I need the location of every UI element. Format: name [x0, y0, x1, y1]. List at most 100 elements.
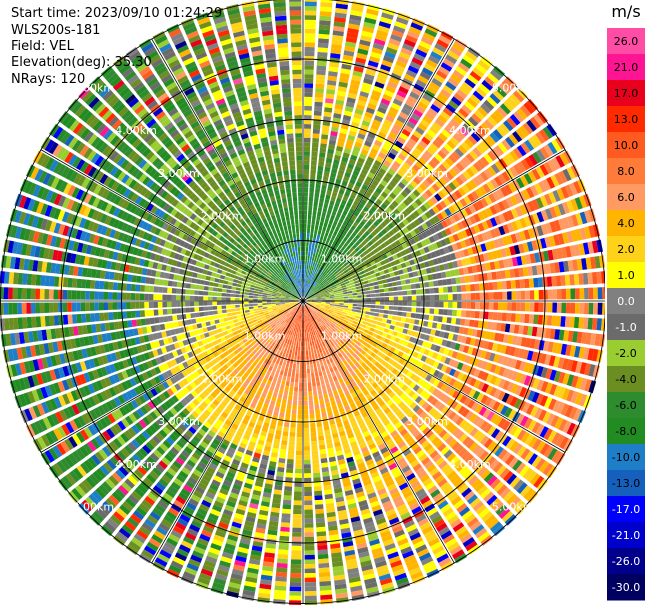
- velocity-gate: [348, 158, 356, 166]
- velocity-gate: [400, 317, 406, 323]
- velocity-gate: [308, 345, 311, 351]
- velocity-gate: [387, 42, 399, 51]
- velocity-gate: [313, 472, 321, 478]
- velocity-gate: [512, 131, 523, 143]
- velocity-gate: [276, 567, 288, 573]
- velocity-gate: [312, 137, 320, 143]
- velocity-gate: [296, 427, 303, 433]
- velocity-gate: [304, 69, 314, 75]
- velocity-gate: [310, 165, 317, 171]
- velocity-gate: [327, 264, 332, 270]
- velocity-gate: [452, 165, 461, 175]
- velocity-gate: [342, 114, 352, 121]
- velocity-gate: [298, 341, 301, 347]
- velocity-gate: [429, 301, 435, 308]
- velocity-gate: [459, 198, 468, 207]
- velocity-gate: [295, 468, 302, 474]
- velocity-gate: [364, 243, 370, 250]
- velocity-gate: [393, 301, 399, 306]
- velocity-gate: [483, 99, 495, 111]
- velocity-gate: [356, 224, 363, 231]
- velocity-gate: [369, 56, 380, 64]
- velocity-gate: [506, 117, 517, 129]
- velocity-gate: [408, 26, 422, 35]
- velocity-gate: [511, 302, 517, 311]
- velocity-gate: [486, 181, 495, 191]
- velocity-gate: [290, 577, 302, 583]
- velocity-gate: [329, 135, 337, 141]
- velocity-gate: [461, 104, 472, 115]
- velocity-gate: [316, 531, 327, 537]
- velocity-gate: [535, 166, 545, 178]
- velocity-gate: [354, 227, 360, 234]
- velocity-gate: [442, 58, 455, 68]
- velocity-gate: [388, 203, 396, 211]
- velocity-gate: [465, 50, 478, 62]
- velocity-gate: [389, 249, 396, 256]
- velocity-gate: [506, 96, 518, 109]
- velocity-gate: [416, 301, 421, 307]
- velocity-gate: [355, 161, 364, 168]
- velocity-gate: [308, 201, 313, 207]
- velocity-gate: [281, 403, 286, 409]
- velocity-gate: [281, 398, 287, 404]
- velocity-gate: [560, 275, 566, 286]
- velocity-gate: [389, 301, 394, 306]
- velocity-gate: [313, 363, 317, 369]
- velocity-gate: [397, 55, 409, 65]
- velocity-gate: [367, 240, 374, 247]
- velocity-gate: [338, 228, 344, 234]
- velocity-gate: [407, 296, 412, 301]
- velocity-gate: [347, 258, 353, 264]
- velocity-gate: [394, 216, 402, 224]
- velocity-gate: [305, 341, 308, 347]
- velocity-gate: [306, 288, 309, 293]
- velocity-gate: [360, 124, 369, 132]
- velocity-gate: [569, 316, 575, 328]
- velocity-gate: [395, 321, 401, 327]
- velocity-gate: [288, 367, 292, 373]
- velocity-gate: [325, 98, 334, 104]
- velocity-gate: [403, 199, 411, 207]
- velocity-gate: [587, 317, 593, 330]
- velocity-gate: [336, 232, 342, 238]
- velocity-gate: [294, 350, 298, 356]
- velocity-gate: [559, 152, 569, 166]
- velocity-gate: [296, 446, 303, 451]
- velocity-gate: [494, 160, 504, 172]
- velocity-gate: [332, 34, 344, 41]
- velocity-gate: [315, 517, 325, 523]
- velocity-gate: [315, 413, 321, 419]
- velocity-gate: [487, 150, 497, 162]
- velocity-gate: [465, 182, 474, 192]
- velocity-gate: [429, 143, 439, 152]
- velocity-gate: [537, 277, 544, 288]
- velocity-gate: [303, 146, 311, 152]
- velocity-gate: [402, 306, 408, 312]
- velocity-gate: [410, 230, 417, 237]
- velocity-gate: [422, 115, 433, 124]
- velocity-gate: [392, 311, 398, 316]
- velocity-gate: [370, 237, 377, 244]
- velocity-gate: [304, 541, 315, 546]
- velocity-gate: [348, 253, 354, 259]
- velocity-gate: [374, 309, 380, 313]
- velocity-gate: [322, 120, 331, 127]
- velocity-gate: [309, 291, 314, 295]
- velocity-gate: [538, 302, 544, 313]
- velocity-gate: [408, 117, 419, 126]
- velocity-gate: [316, 285, 321, 290]
- velocity-gate: [346, 32, 358, 39]
- velocity-gate: [320, 458, 328, 464]
- velocity-gate: [435, 180, 444, 189]
- velocity-gate: [579, 288, 585, 300]
- velocity-gate: [334, 258, 340, 264]
- velocity-gate: [374, 285, 380, 290]
- velocity-gate: [556, 302, 562, 313]
- velocity-gate: [316, 422, 323, 428]
- velocity-gate: [306, 288, 310, 293]
- velocity-gate: [303, 373, 307, 379]
- velocity-gate: [328, 204, 334, 211]
- velocity-gate: [350, 271, 356, 276]
- velocity-gate: [459, 85, 471, 96]
